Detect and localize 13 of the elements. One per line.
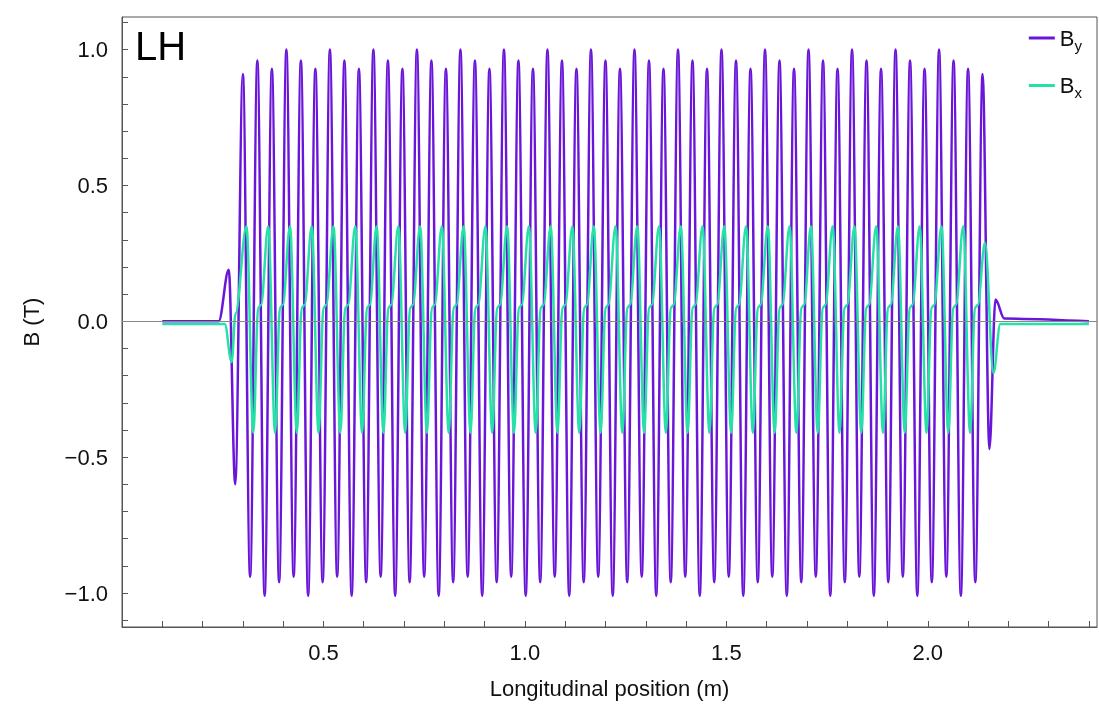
y-tick-label: −1.0 bbox=[64, 580, 108, 606]
x-tick-label: 2.0 bbox=[912, 639, 944, 665]
y-tick-label: −0.5 bbox=[64, 444, 108, 470]
annotation: LH bbox=[135, 24, 187, 68]
y-tick-label: 0.5 bbox=[77, 172, 108, 198]
x-tick-label: 0.5 bbox=[308, 639, 339, 665]
x-tick-label: 1.0 bbox=[509, 639, 541, 665]
x-axis-title: Longitudinal position (m) bbox=[489, 675, 730, 701]
x-tick-label: 1.5 bbox=[711, 639, 742, 665]
y-tick-label: 0.0 bbox=[77, 308, 108, 334]
y-tick-label: 1.0 bbox=[77, 37, 108, 63]
line-series bbox=[161, 224, 1091, 434]
y-axis-title: B (T) bbox=[18, 297, 44, 347]
